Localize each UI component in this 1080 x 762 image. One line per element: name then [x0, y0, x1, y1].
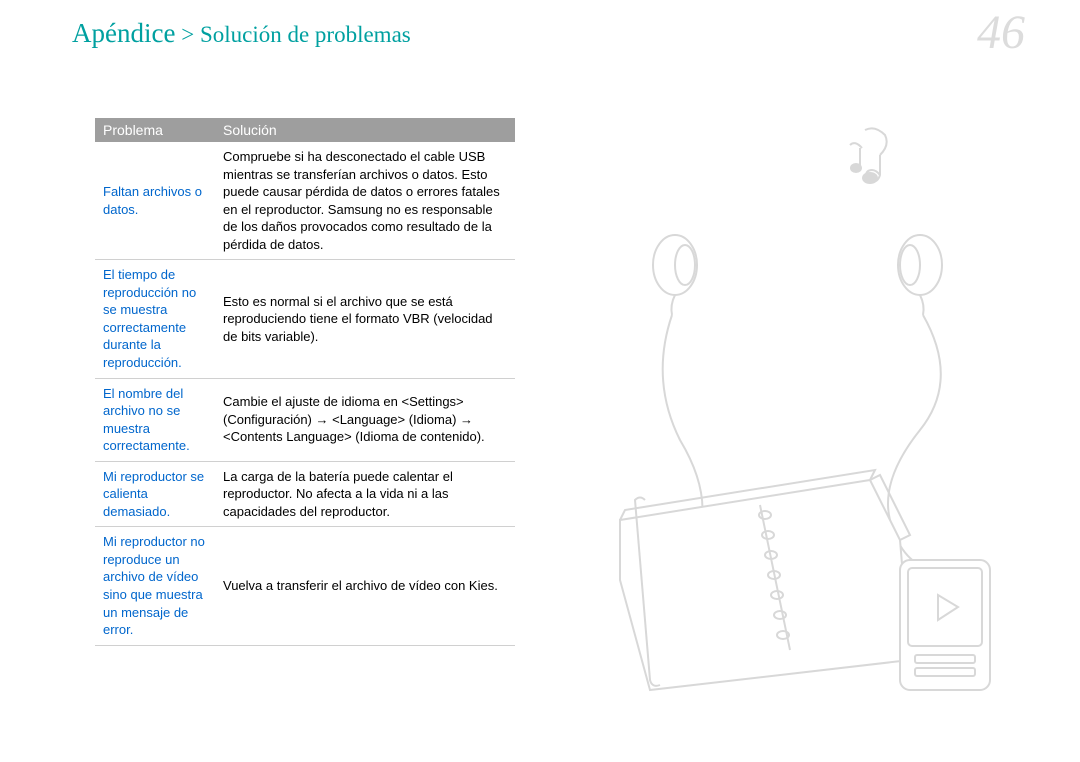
page-number: 46	[977, 5, 1025, 60]
page-header: Apéndice > Solución de problemas	[72, 18, 1030, 49]
troubleshoot-table: Problema Solución Faltan archivos o dato…	[95, 118, 515, 646]
table-row: El tiempo de reproducción no se muestra …	[95, 260, 515, 378]
breadcrumb-separator: >	[181, 22, 194, 47]
breadcrumb: Apéndice > Solución de problemas	[72, 18, 1030, 49]
table-row: El nombre del archivo no se muestra corr…	[95, 378, 515, 461]
earphones-notebook-player-icon	[590, 120, 1040, 700]
problem-cell: El tiempo de reproducción no se muestra …	[95, 260, 215, 378]
troubleshoot-table-container: Problema Solución Faltan archivos o dato…	[95, 118, 515, 646]
solution-cell: La carga de la batería puede calentar el…	[215, 461, 515, 527]
problem-cell: Mi reproductor no reproduce un archivo d…	[95, 527, 215, 645]
table-row: Mi reproductor no reproduce un archivo d…	[95, 527, 515, 645]
problem-cell: Faltan archivos o datos.	[95, 142, 215, 260]
col-header-solution: Solución	[215, 118, 515, 142]
solution-cell: Esto es normal si el archivo que se está…	[215, 260, 515, 378]
breadcrumb-subsection: Solución de problemas	[200, 22, 411, 47]
breadcrumb-section: Apéndice	[72, 18, 175, 48]
solution-cell: Vuelva a transferir el archivo de vídeo …	[215, 527, 515, 645]
col-header-problem: Problema	[95, 118, 215, 142]
decorative-illustration	[590, 120, 1040, 700]
table-row: Faltan archivos o datos. Compruebe si ha…	[95, 142, 515, 260]
table-header-row: Problema Solución	[95, 118, 515, 142]
problem-cell: El nombre del archivo no se muestra corr…	[95, 378, 215, 461]
solution-cell: Cambie el ajuste de idioma en <Settings>…	[215, 378, 515, 461]
solution-cell: Compruebe si ha desconectado el cable US…	[215, 142, 515, 260]
problem-cell: Mi reproductor se calienta demasiado.	[95, 461, 215, 527]
table-row: Mi reproductor se calienta demasiado. La…	[95, 461, 515, 527]
